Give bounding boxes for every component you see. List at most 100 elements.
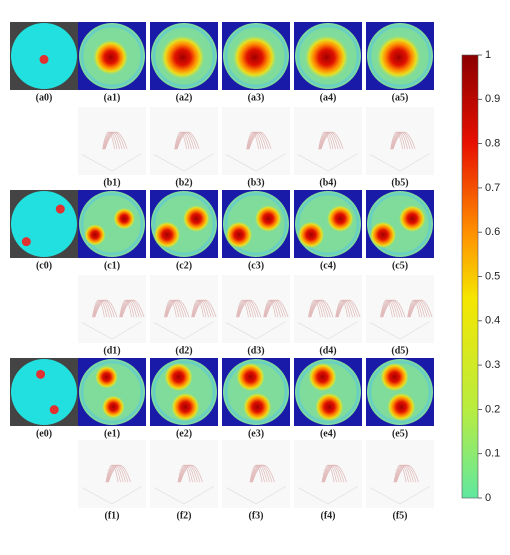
recon-blob — [314, 392, 344, 422]
surface-bg — [78, 107, 146, 175]
panel-label: (b5) — [391, 177, 408, 188]
surface-plot — [150, 107, 218, 175]
panel-label: (e3) — [248, 428, 264, 439]
surface-line — [164, 299, 177, 318]
recon-edge — [224, 360, 288, 424]
surface-line — [308, 299, 324, 318]
surface-line — [249, 464, 263, 483]
recon-blob — [308, 362, 338, 392]
recon-edge — [80, 192, 144, 256]
phantom-inclusion — [36, 369, 46, 379]
surface-axis — [153, 485, 215, 505]
surface-plot — [222, 107, 290, 175]
surface-line — [165, 299, 182, 318]
panel-label: (d2) — [175, 345, 192, 356]
surface-line — [119, 299, 132, 318]
surface-line — [119, 299, 135, 318]
panel-label: (a2) — [176, 92, 193, 103]
surface-line — [324, 464, 347, 483]
panel-label: (d5) — [391, 345, 408, 356]
phantom-domain — [11, 191, 77, 257]
panel-label: (d4) — [319, 345, 336, 356]
surface-line — [319, 131, 336, 150]
phantom-image — [10, 358, 78, 426]
surface-line — [246, 131, 262, 150]
recon-blob — [113, 207, 136, 230]
colorbar-tick-label: 0.7 — [485, 182, 500, 194]
surface-line — [308, 299, 321, 318]
surface-line — [237, 299, 254, 318]
surface-line — [337, 299, 361, 318]
surface-line — [106, 464, 121, 483]
recon-edge — [80, 24, 144, 88]
surface-line — [335, 299, 351, 318]
panel-label: (b1) — [103, 177, 120, 188]
panel-label: (b2) — [175, 177, 192, 188]
surface-line — [263, 299, 279, 318]
panel-label: (e4) — [320, 428, 336, 439]
surface-line — [102, 131, 115, 150]
recon-blob — [92, 39, 129, 76]
surface-bg — [78, 275, 146, 343]
surface-line — [164, 299, 180, 318]
surface-line — [390, 131, 406, 150]
surface-line — [175, 131, 195, 150]
panel-label: (d3) — [247, 345, 264, 356]
surface-line — [102, 131, 118, 150]
surface-bg — [294, 107, 362, 175]
surface-line — [391, 131, 411, 150]
surface-axis — [81, 152, 143, 172]
surface-line — [310, 299, 334, 318]
surface-line — [106, 464, 124, 483]
surface-plot — [294, 440, 362, 508]
surface-line — [392, 131, 416, 150]
surface-plot — [366, 440, 434, 508]
recon-blob — [170, 392, 200, 422]
surface-bg — [78, 440, 146, 508]
recon-blob — [160, 35, 205, 80]
panel-label: (e0) — [36, 428, 52, 439]
surface-line — [407, 299, 423, 318]
surface-line — [93, 299, 110, 318]
panel-label: (c2) — [176, 260, 192, 271]
colorbar-tick-label: 0.6 — [485, 226, 500, 238]
reconstruction-image — [78, 358, 146, 426]
surface-line — [193, 299, 217, 318]
surface-line — [321, 464, 335, 483]
surface-line — [92, 299, 108, 318]
reconstruction-image — [78, 22, 146, 90]
recon-blob — [164, 362, 194, 392]
recon-edge — [368, 192, 432, 256]
surface-line — [395, 464, 414, 483]
panel-label: (c3) — [248, 260, 264, 271]
recon-blob — [398, 204, 426, 233]
recon-edge — [152, 192, 216, 256]
surface-plot — [78, 107, 146, 175]
surface-line — [248, 131, 272, 150]
surface-line — [408, 299, 425, 318]
surface-bg — [222, 275, 290, 343]
surface-line — [178, 464, 196, 483]
surface-line — [121, 299, 145, 318]
reconstruction-image — [150, 358, 218, 426]
surface-line — [250, 464, 265, 483]
surface-line — [309, 299, 326, 318]
surface-bg — [366, 107, 434, 175]
surface-line — [335, 299, 348, 318]
surface-line — [322, 464, 340, 483]
surface-line — [394, 464, 412, 483]
surface-line — [336, 299, 356, 318]
surface-line — [174, 131, 187, 150]
reconstruction-image — [294, 358, 362, 426]
colorbar-tick-label: 1 — [485, 49, 491, 61]
colorbar-tick-label: 0.2 — [485, 403, 500, 415]
surface-line — [381, 299, 398, 318]
surface-line — [191, 299, 207, 318]
surface-line — [177, 464, 191, 483]
surface-line — [394, 464, 409, 483]
panel-label: (e5) — [392, 428, 408, 439]
surface-line — [191, 299, 204, 318]
reconstruction-image — [78, 190, 146, 258]
surface-line — [246, 131, 259, 150]
